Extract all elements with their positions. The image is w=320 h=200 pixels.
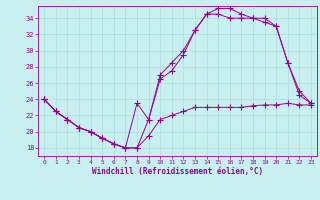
X-axis label: Windchill (Refroidissement éolien,°C): Windchill (Refroidissement éolien,°C) bbox=[92, 167, 263, 176]
